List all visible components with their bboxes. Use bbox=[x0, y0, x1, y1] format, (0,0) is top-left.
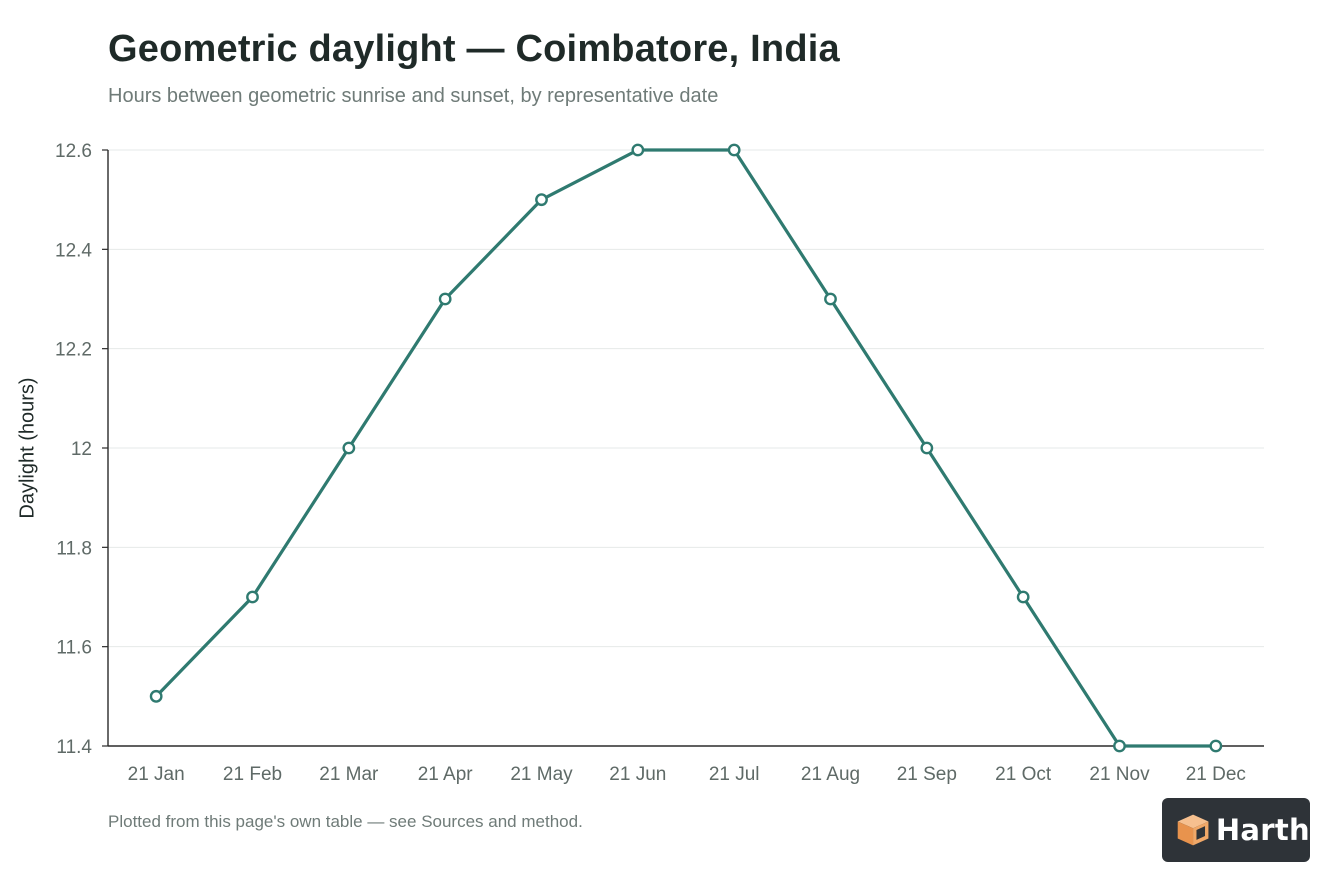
data-point bbox=[1209, 739, 1223, 753]
x-tick-label: 21 Nov bbox=[1089, 764, 1150, 785]
data-point bbox=[342, 441, 356, 455]
y-tick-label: 11.8 bbox=[56, 538, 92, 559]
data-point bbox=[535, 193, 548, 207]
x-tick-label: 21 Oct bbox=[995, 764, 1052, 785]
chart-title: Geometric daylight — Coimbatore, India bbox=[108, 28, 840, 70]
axes bbox=[107, 150, 1264, 747]
data-point bbox=[1016, 590, 1030, 604]
data-point bbox=[727, 143, 741, 157]
series-daylight bbox=[149, 143, 1223, 753]
data-point bbox=[920, 441, 934, 455]
gridlines bbox=[108, 149, 1264, 648]
x-axis-ticks: 21 Jan 21 Feb 21 Mar 21 Apr 21 May 21 Jun 21 J… bbox=[128, 764, 1246, 785]
footnote: Plotted from this page's own table — see… bbox=[108, 812, 583, 831]
data-point bbox=[824, 292, 837, 306]
brand-badge[interactable]: Harth bbox=[1162, 798, 1310, 862]
brand-name: Harth bbox=[1215, 813, 1310, 847]
data-point bbox=[149, 689, 163, 703]
data-point bbox=[1113, 739, 1126, 753]
x-tick-label: 21 Jul bbox=[709, 764, 760, 785]
x-tick-label: 21 Aug bbox=[801, 764, 860, 785]
y-tick-label: 12.4 bbox=[55, 240, 92, 261]
x-tick-label: 21 Sep bbox=[897, 764, 957, 785]
y-axis-ticks: 11.4 11.6 11.8 12 12.2 12.4 12.6 bbox=[55, 141, 108, 758]
x-tick-label: 21 Feb bbox=[223, 764, 282, 785]
y-tick-label: 11.4 bbox=[56, 737, 92, 758]
y-tick-label: 12 bbox=[71, 439, 92, 460]
y-tick-label: 12.2 bbox=[55, 340, 92, 361]
chart-subtitle: Hours between geometric sunrise and suns… bbox=[108, 85, 719, 107]
data-point bbox=[246, 590, 259, 604]
series-line bbox=[154, 148, 1218, 748]
y-tick-label: 12.6 bbox=[55, 141, 92, 162]
cube-icon bbox=[1177, 814, 1209, 846]
x-tick-label: 21 Apr bbox=[418, 764, 474, 785]
data-point bbox=[631, 143, 645, 157]
x-tick-label: 21 May bbox=[510, 764, 573, 785]
data-point bbox=[438, 292, 452, 306]
x-tick-label: 21 Jan bbox=[128, 764, 185, 785]
x-tick-label: 21 Mar bbox=[319, 764, 379, 785]
y-tick-label: 11.6 bbox=[56, 638, 92, 659]
x-tick-label: 21 Jun bbox=[609, 764, 666, 785]
x-tick-label: 21 Dec bbox=[1186, 764, 1246, 785]
